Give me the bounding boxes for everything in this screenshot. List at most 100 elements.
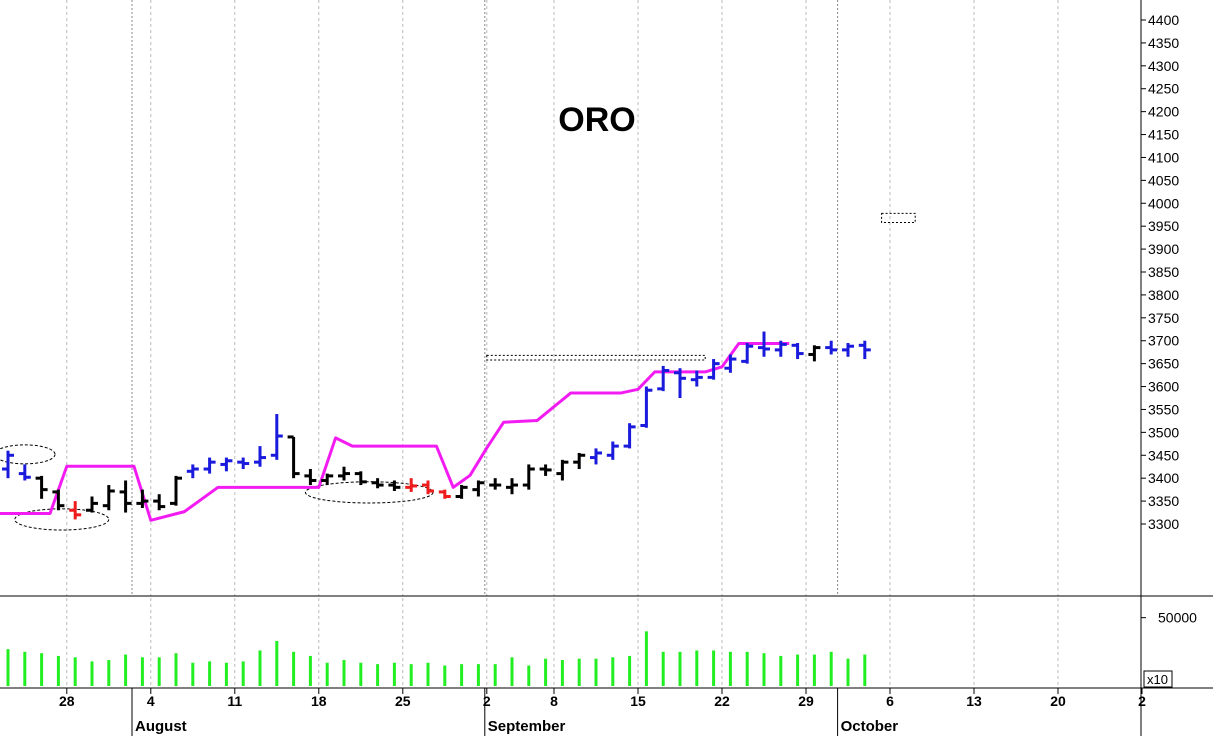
ohlc-bar — [858, 340, 871, 360]
ohlc-bar — [35, 475, 48, 499]
date-tick-label: 4 — [147, 693, 155, 709]
price-tick-label: 3950 — [1148, 218, 1179, 234]
ohlc-bar — [573, 452, 586, 470]
date-tick-label: 6 — [886, 693, 894, 709]
month-label: August — [135, 718, 187, 735]
date-tick-label: 20 — [1050, 693, 1066, 709]
volume-axis: 50000 x10 — [1141, 610, 1197, 688]
ohlc-bar — [2, 450, 14, 479]
price-tick-label: 3800 — [1148, 287, 1179, 303]
ohlc-bar — [170, 475, 182, 506]
volume-tick-label: 50000 — [1158, 610, 1197, 626]
ohlc-bar — [522, 464, 535, 490]
price-tick-label: 4000 — [1148, 195, 1179, 211]
month-label: September — [488, 718, 566, 735]
price-tick-label: 4250 — [1148, 81, 1179, 97]
ohlc-bar — [724, 354, 737, 373]
highlight-box — [881, 212, 916, 224]
ohlc-bar — [237, 457, 250, 470]
ohlc-bar — [422, 480, 434, 495]
ohlc-bar — [186, 464, 199, 479]
ohlc-bar — [758, 331, 770, 357]
ohlc-bar — [52, 489, 65, 511]
month-label: October — [841, 718, 899, 735]
ohlc-bar — [690, 370, 703, 387]
ohlc-bar — [606, 441, 619, 460]
price-tick-label: 4350 — [1148, 35, 1179, 51]
ohlc-bar — [741, 343, 754, 364]
ohlc-bar — [438, 489, 451, 499]
price-tick-label: 3850 — [1148, 264, 1179, 280]
ohlc-bar — [136, 489, 149, 508]
ohlc-bar — [774, 340, 787, 357]
ohlc-bar — [556, 459, 569, 481]
price-tick-label: 3400 — [1148, 470, 1179, 486]
date-tick-label: 15 — [630, 693, 646, 709]
price-tick-label: 3600 — [1148, 379, 1179, 395]
ohlc-bar — [808, 345, 821, 362]
ohlc-bar — [539, 464, 552, 476]
volume-multiplier-label: x10 — [1147, 672, 1168, 687]
ohlc-bar — [270, 414, 283, 460]
price-axis: 3300 3350 3400 3450 3500 3550 3600 3650 3700 3750… — [1141, 12, 1179, 532]
date-tick-label: 22 — [714, 693, 730, 709]
date-tick-label: 29 — [798, 693, 814, 709]
ohlc-bar — [707, 359, 720, 380]
ohlc-bar — [119, 480, 132, 513]
chart-title: ORO — [558, 101, 635, 139]
price-tick-label: 3750 — [1148, 310, 1179, 326]
ohlc-bar — [472, 480, 485, 497]
ohlc-bar — [354, 471, 367, 486]
ohlc-bar — [69, 501, 82, 520]
date-tick-label: 28 — [59, 693, 75, 709]
price-tick-label: 3500 — [1148, 424, 1179, 440]
volume-bars — [6, 631, 867, 686]
trailing-stop-line — [0, 341, 790, 522]
price-tick-label: 3650 — [1148, 356, 1179, 372]
ohlc-bar — [455, 485, 468, 499]
stop-line — [0, 341, 790, 522]
price-tick-label: 3350 — [1148, 493, 1179, 509]
price-tick-label: 3900 — [1148, 241, 1179, 257]
price-tick-label: 4200 — [1148, 104, 1179, 120]
date-tick-label: 2 — [483, 693, 491, 709]
price-tick-label: 4150 — [1148, 127, 1179, 143]
ohlc-bar — [825, 340, 838, 355]
price-tick-label: 4100 — [1148, 149, 1179, 165]
highlight-ellipse — [0, 444, 56, 465]
ohlc-bar — [254, 446, 266, 467]
ohlc-bar — [791, 343, 804, 360]
ohlc-bar — [287, 435, 300, 479]
price-tick-label: 4300 — [1148, 58, 1179, 74]
ohlc-bar — [489, 478, 502, 490]
date-tick-label: 18 — [311, 693, 327, 709]
ohlc-bar — [18, 464, 31, 481]
highlight-ellipse — [14, 508, 110, 531]
ohlc-bar — [640, 386, 653, 428]
price-tick-label: 4400 — [1148, 12, 1179, 28]
ohlc-bar — [153, 494, 166, 511]
ohlc-bar — [220, 457, 233, 472]
ohlc-bar — [388, 480, 401, 492]
ohlc-bar — [371, 478, 384, 489]
price-tick-label: 4050 — [1148, 172, 1179, 188]
grid-lines — [66, 0, 1059, 686]
ohlc-bar — [304, 469, 317, 486]
ohlc-bar — [321, 473, 334, 486]
ohlc-bar — [842, 343, 854, 357]
volume-multiplier-box — [1143, 670, 1173, 688]
ohlc-bar — [623, 423, 636, 449]
date-tick-label: 2 — [1138, 693, 1146, 709]
price-tick-label: 3300 — [1148, 516, 1179, 532]
price-tick-label: 3550 — [1148, 401, 1179, 417]
price-tick-label: 3700 — [1148, 333, 1179, 349]
ohlc-bar — [405, 478, 418, 492]
price-tick-label: 3450 — [1148, 447, 1179, 463]
ohlc-bar — [657, 365, 670, 392]
ohlc-bar — [590, 448, 602, 465]
ohlc-bar — [338, 466, 350, 481]
ohlc-bar — [506, 478, 518, 495]
